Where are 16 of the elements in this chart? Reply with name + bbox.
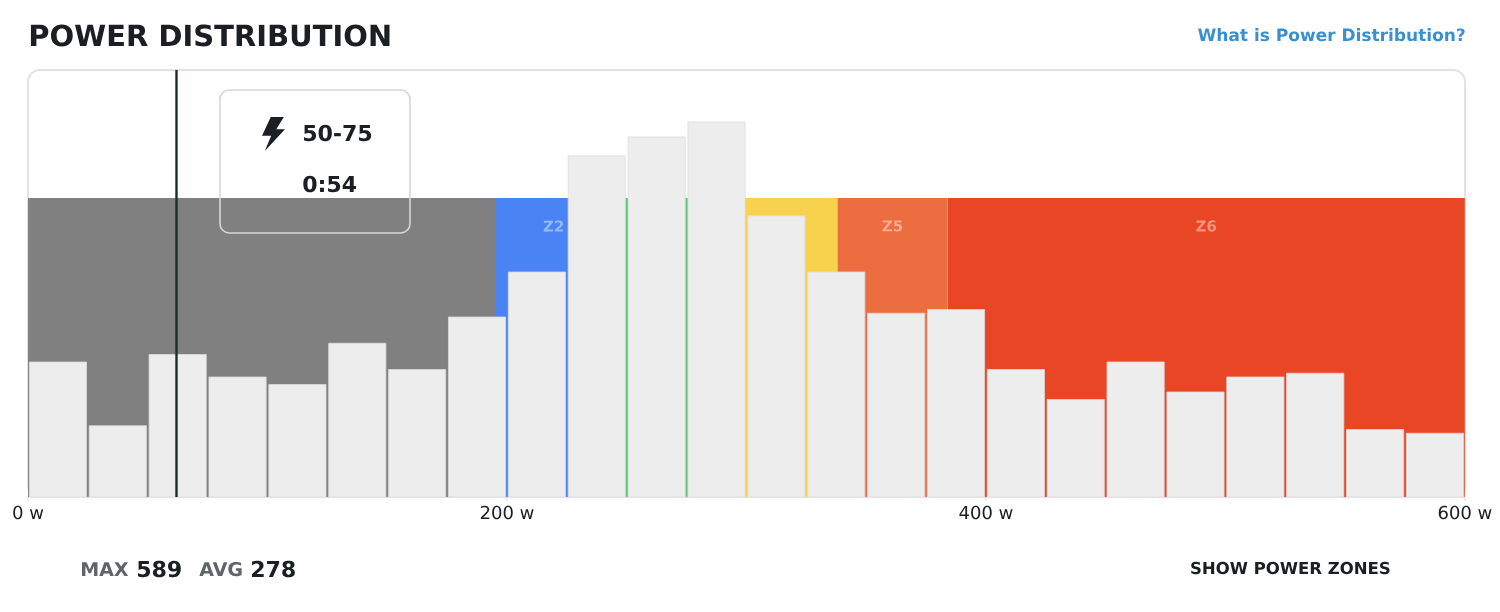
x-tick-label: 400 w bbox=[959, 505, 1013, 520]
annotation: 0:54 bbox=[303, 175, 356, 193]
text: 589 bbox=[137, 560, 181, 578]
x-tick-label: 200 w bbox=[480, 505, 534, 520]
text: What is Power Distribution? bbox=[1198, 28, 1465, 42]
text: 278 bbox=[252, 560, 295, 578]
annotation: 50-75 bbox=[303, 124, 372, 142]
text: AVG bbox=[199, 561, 242, 577]
text: MAX bbox=[82, 562, 129, 576]
band-label: Z2 bbox=[543, 220, 564, 232]
chart-title: POWER DISTRIBUTION bbox=[30, 24, 390, 47]
band-label: Z5 bbox=[882, 220, 903, 232]
x-tick-label: 600 w bbox=[1438, 505, 1492, 520]
band-label: Z6 bbox=[1196, 220, 1217, 232]
x-tick-label: 0 w bbox=[13, 505, 44, 520]
text: SHOW POWER ZONES bbox=[1191, 561, 1390, 575]
